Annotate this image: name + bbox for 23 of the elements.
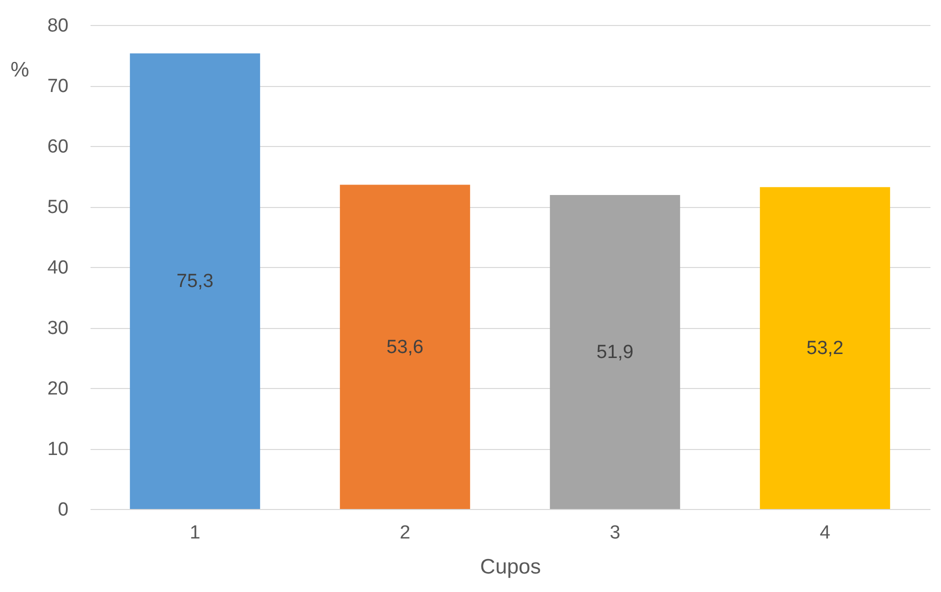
y-tick-label: 80 <box>47 16 68 36</box>
y-tick-label: 70 <box>47 76 68 97</box>
bar <box>130 53 260 509</box>
y-tick-label: 10 <box>47 439 68 460</box>
data-label: 53,2 <box>806 338 844 360</box>
bar <box>550 195 680 509</box>
x-tick-label: 2 <box>400 522 410 544</box>
x-tick-label: 3 <box>610 522 620 544</box>
y-tick-label: 60 <box>47 136 68 158</box>
data-label: 53,6 <box>386 336 424 358</box>
y-axis-title: % <box>10 58 30 82</box>
y-tick-label: 50 <box>47 197 68 218</box>
bar <box>340 184 470 509</box>
bar <box>760 187 890 509</box>
x-tick-label: 4 <box>820 522 831 544</box>
y-tick-label: 30 <box>47 318 68 339</box>
x-tick-label: 1 <box>190 522 200 544</box>
x-axis-title: Cupos <box>480 556 541 578</box>
y-tick-label: 0 <box>58 500 68 520</box>
y-tick-label: 20 <box>47 378 68 400</box>
data-label: 75,3 <box>176 271 214 292</box>
data-label: 51,9 <box>596 342 634 364</box>
y-tick-label: 40 <box>47 258 68 278</box>
